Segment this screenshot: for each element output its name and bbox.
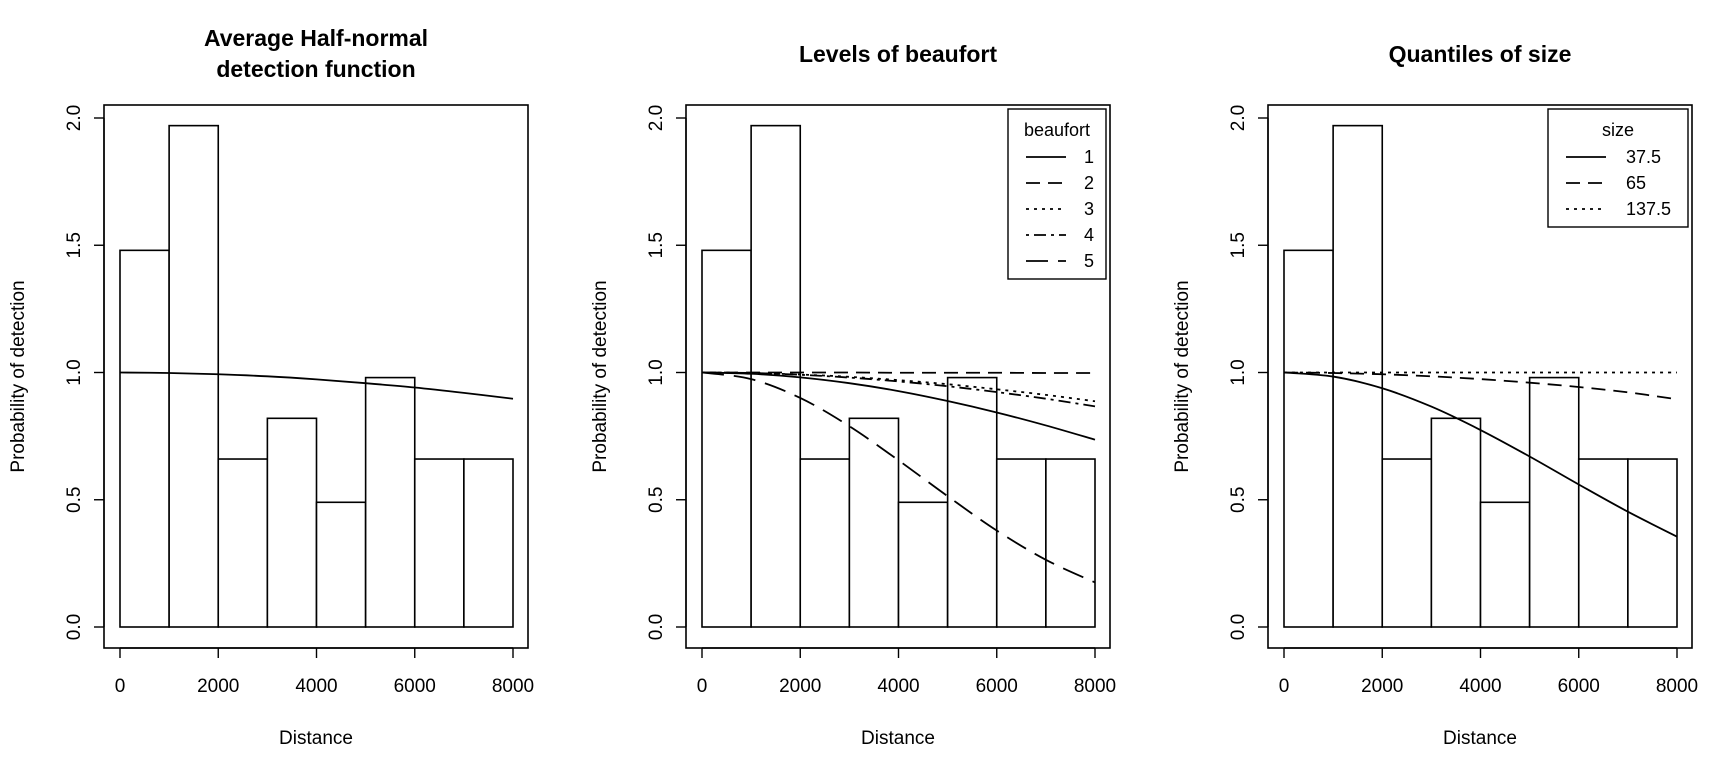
legend-label: 5 bbox=[1084, 251, 1094, 271]
histogram-bar bbox=[1528, 376, 1580, 628]
chart-title: Levels of beaufort bbox=[799, 41, 997, 67]
histogram-bar bbox=[995, 458, 1047, 628]
histogram-bar bbox=[897, 501, 949, 628]
chart-panel-2: 0 2000 4000 6000 8000 0.0 0.5 1.0 1.5 2.0 Distance… bbox=[590, 41, 1116, 749]
legend-title: size bbox=[1602, 120, 1634, 140]
histogram-bar bbox=[1479, 501, 1531, 628]
histogram-bar bbox=[315, 501, 367, 628]
histogram-bar bbox=[266, 417, 318, 628]
y-tick-label: 2.0 bbox=[64, 105, 85, 131]
y-tick-label: 0.5 bbox=[64, 487, 85, 513]
y-tick-label: 1.5 bbox=[646, 232, 667, 258]
x-tick-label: 0 bbox=[115, 676, 126, 697]
y-tick-label: 2.0 bbox=[646, 105, 667, 131]
x-tick-label: 8000 bbox=[1656, 676, 1698, 697]
chart-panel-1: 0 2000 4000 6000 8000 0.0 0.5 1.0 1.5 2.0 Distance… bbox=[8, 25, 534, 749]
histogram-bar bbox=[463, 458, 514, 628]
detection-line-5 bbox=[701, 371, 1096, 584]
x-tick-label: 0 bbox=[1279, 676, 1290, 697]
detection-line-3 bbox=[701, 371, 1096, 403]
y-tick-label: 1.0 bbox=[1228, 359, 1249, 385]
legend: size 37.5 65 137.5 bbox=[1547, 108, 1689, 228]
x-tick-label: 4000 bbox=[877, 676, 919, 697]
y-tick-label: 0.0 bbox=[646, 614, 667, 640]
chart-panel-3: 0 2000 4000 6000 8000 0.0 0.5 1.0 1.5 2.0 Distance… bbox=[1172, 41, 1698, 749]
detection-line-65 bbox=[1283, 371, 1678, 401]
x-tick-label: 0 bbox=[697, 676, 708, 697]
y-tick-label: 0.5 bbox=[646, 487, 667, 513]
x-tick-label: 2000 bbox=[197, 676, 239, 697]
y-tick-label: 0.0 bbox=[1228, 614, 1249, 640]
x-tick-label: 6000 bbox=[394, 676, 436, 697]
detection-line-4 bbox=[701, 371, 1096, 408]
histogram-bar bbox=[1577, 458, 1629, 628]
histogram-bar bbox=[1430, 417, 1482, 628]
legend-label: 3 bbox=[1084, 199, 1094, 219]
x-tick-label: 8000 bbox=[492, 676, 534, 697]
legend-title: beaufort bbox=[1024, 120, 1090, 140]
y-axis-label: Probability of detection bbox=[590, 280, 611, 472]
y-axis-label: Probability of detection bbox=[1172, 280, 1193, 472]
chart-title: Quantiles of size bbox=[1389, 41, 1572, 67]
x-tick-label: 2000 bbox=[1361, 676, 1403, 697]
detection-line-1 bbox=[701, 371, 1096, 441]
x-tick-label: 6000 bbox=[976, 676, 1018, 697]
histogram-bar bbox=[119, 249, 170, 628]
histogram-bar bbox=[848, 417, 900, 628]
y-tick-label: 0.5 bbox=[1228, 487, 1249, 513]
histogram-bar bbox=[168, 124, 220, 628]
y-axis-label: Probability of detection bbox=[8, 280, 29, 472]
legend-box bbox=[1007, 108, 1107, 280]
y-tick-label: 1.5 bbox=[1228, 232, 1249, 258]
y-tick-label: 1.5 bbox=[64, 232, 85, 258]
x-tick-label: 8000 bbox=[1074, 676, 1116, 697]
y-tick-label: 1.0 bbox=[64, 359, 85, 385]
x-axis-label: Distance bbox=[1443, 728, 1517, 749]
x-tick-label: 4000 bbox=[295, 676, 337, 697]
histogram-bar bbox=[217, 458, 269, 628]
x-tick-label: 6000 bbox=[1558, 676, 1600, 697]
histogram-bar bbox=[1381, 458, 1433, 628]
histogram-bar bbox=[1332, 124, 1384, 628]
histogram-bar bbox=[413, 458, 465, 628]
y-tick-label: 2.0 bbox=[1228, 105, 1249, 131]
histogram-bar bbox=[799, 458, 851, 628]
detection-line bbox=[119, 371, 514, 400]
histogram-bar bbox=[1045, 458, 1096, 628]
legend-label: 1 bbox=[1084, 147, 1094, 167]
histogram-bar bbox=[364, 376, 416, 628]
chart-title: Average Half-normal bbox=[204, 25, 428, 51]
detection-line-37.5 bbox=[1283, 371, 1678, 538]
histogram-bar bbox=[1627, 458, 1678, 628]
legend: beaufort 1 2 3 4 5 bbox=[1007, 108, 1107, 280]
x-tick-label: 4000 bbox=[1459, 676, 1501, 697]
legend-label: 137.5 bbox=[1626, 199, 1671, 219]
x-axis-label: Distance bbox=[279, 728, 353, 749]
x-axis-label: Distance bbox=[861, 728, 935, 749]
chart-title: detection function bbox=[216, 56, 415, 82]
histogram-bar bbox=[1283, 249, 1334, 628]
legend-box bbox=[1547, 108, 1689, 228]
legend-label: 65 bbox=[1626, 173, 1646, 193]
y-tick-label: 0.0 bbox=[64, 614, 85, 640]
histogram-bar bbox=[701, 249, 752, 628]
legend-label: 4 bbox=[1084, 225, 1094, 245]
x-tick-label: 2000 bbox=[779, 676, 821, 697]
legend-label: 2 bbox=[1084, 173, 1094, 193]
legend-label: 37.5 bbox=[1626, 147, 1661, 167]
y-tick-label: 1.0 bbox=[646, 359, 667, 385]
